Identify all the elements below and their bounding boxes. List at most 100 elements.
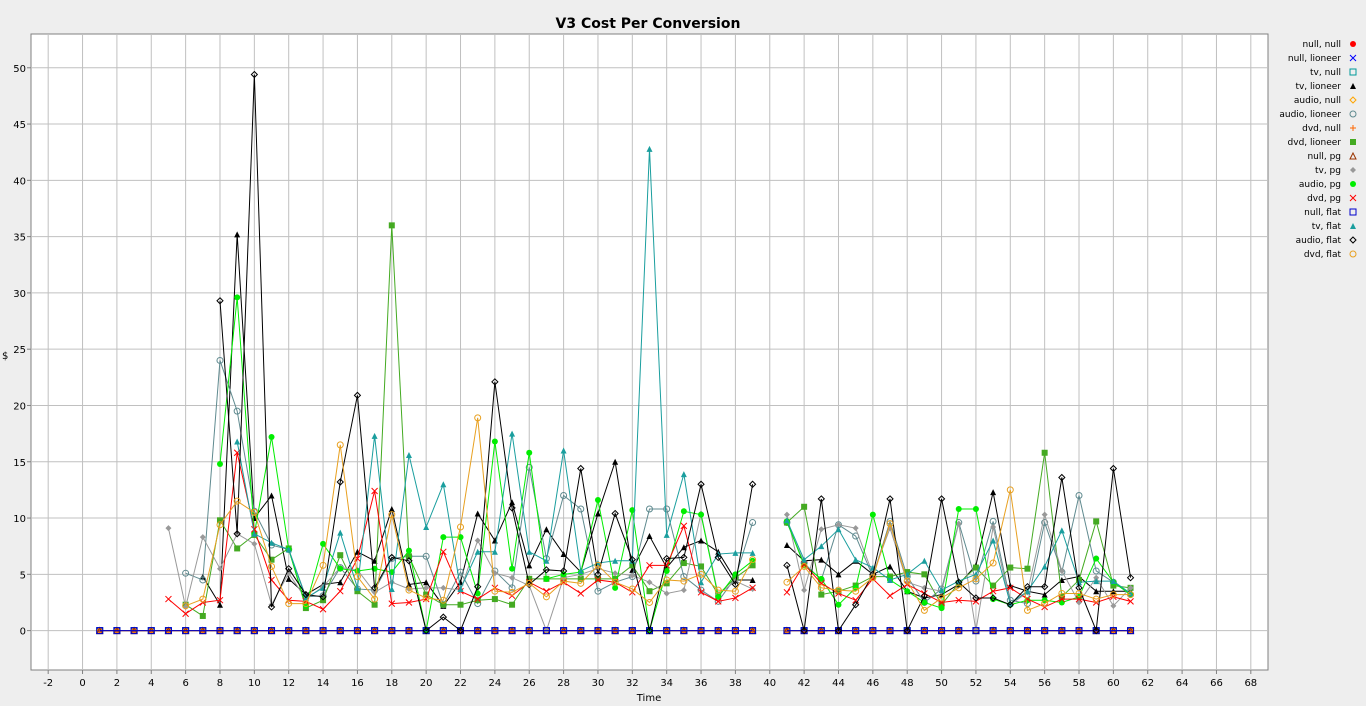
x-tick-label: 30: [592, 678, 605, 689]
data-point: [904, 588, 911, 595]
data-point: [1041, 519, 1049, 527]
data-point: [1075, 589, 1083, 597]
data-point: [388, 585, 395, 592]
data-point: [405, 451, 412, 458]
data-point: [1092, 567, 1100, 575]
data-point: [543, 557, 550, 564]
data-point: [439, 548, 447, 556]
legend-label: null, lioneer: [1288, 54, 1341, 64]
data-point: [302, 602, 309, 609]
data-point: [353, 627, 361, 635]
x-tick-label: 58: [1073, 678, 1086, 689]
grid: [31, 34, 1268, 670]
data-point: [714, 627, 722, 635]
data-point: [542, 593, 550, 601]
data-point: [560, 577, 568, 585]
data-point: [990, 489, 997, 496]
data-point: [783, 578, 791, 586]
x-tick-label: 40: [763, 678, 776, 689]
data-point: [526, 562, 533, 569]
data-point: [423, 579, 430, 586]
data-point: [491, 548, 498, 555]
data-point: [594, 575, 601, 582]
data-point: [457, 601, 464, 608]
data-point: [920, 606, 928, 614]
x-tick-label: 16: [351, 678, 364, 689]
data-point: [199, 576, 207, 584]
data-point: [440, 481, 447, 488]
data-point: [628, 585, 636, 593]
data-point: [319, 605, 327, 613]
data-point: [645, 626, 654, 635]
data-point: [405, 627, 413, 635]
series-layer: [95, 70, 1135, 635]
x-tick-label: 48: [901, 678, 914, 689]
data-point: [457, 534, 464, 541]
data-point: [612, 570, 619, 577]
data-point: [749, 519, 757, 527]
data-point: [165, 525, 172, 532]
data-point: [423, 584, 430, 591]
data-point: [628, 627, 636, 635]
legend-label: tv, flat: [1312, 222, 1342, 232]
data-point: [216, 461, 223, 468]
data-point: [783, 588, 791, 596]
data-point: [783, 561, 791, 570]
legend-marker: [1350, 139, 1356, 145]
legend-label: null, flat: [1304, 208, 1341, 218]
data-point: [268, 576, 275, 584]
data-point: [1092, 595, 1100, 603]
data-point: [748, 480, 757, 488]
data-point: [1041, 563, 1048, 570]
data-point: [388, 627, 396, 635]
data-point: [525, 463, 533, 471]
legend-marker: [1349, 151, 1357, 160]
legend-label: tv, lioneer: [1295, 82, 1341, 92]
x-tick-label: 34: [660, 678, 673, 689]
data-point: [337, 529, 344, 536]
data-point: [818, 575, 825, 582]
data-point: [714, 553, 722, 562]
data-point: [1040, 582, 1049, 591]
data-point: [990, 537, 997, 544]
data-point: [1093, 555, 1100, 562]
data-point: [234, 545, 241, 552]
data-point: [165, 595, 172, 603]
data-point: [990, 582, 997, 589]
y-tick-label: 50: [13, 64, 26, 75]
data-point: [1023, 606, 1031, 614]
data-point: [543, 526, 550, 533]
x-axis-label: Time: [636, 693, 661, 704]
data-point: [526, 449, 533, 456]
data-point: [801, 587, 808, 594]
data-point: [818, 526, 825, 533]
data-point: [938, 594, 946, 602]
data-point: [749, 627, 757, 635]
data-point: [714, 586, 722, 594]
data-point: [233, 530, 241, 538]
data-point: [353, 391, 362, 400]
data-point: [336, 587, 344, 595]
data-point: [474, 548, 481, 555]
x-tick-label: 56: [1038, 678, 1051, 689]
data-point: [147, 627, 155, 635]
data-point: [199, 627, 207, 635]
data-point: [182, 602, 190, 610]
data-point: [1110, 582, 1117, 589]
data-point: [903, 626, 911, 635]
data-point: [337, 552, 344, 559]
data-point: [439, 596, 447, 604]
data-point: [594, 510, 601, 517]
data-point: [233, 407, 241, 415]
data-point: [1127, 591, 1135, 599]
data-point: [526, 548, 533, 555]
series-audio-flat: [216, 70, 1135, 635]
data-point: [612, 458, 619, 465]
data-point: [680, 577, 688, 585]
data-point: [697, 586, 705, 594]
data-point: [594, 570, 602, 579]
data-point: [319, 561, 327, 569]
data-point: [715, 593, 722, 600]
data-point: [285, 575, 292, 582]
